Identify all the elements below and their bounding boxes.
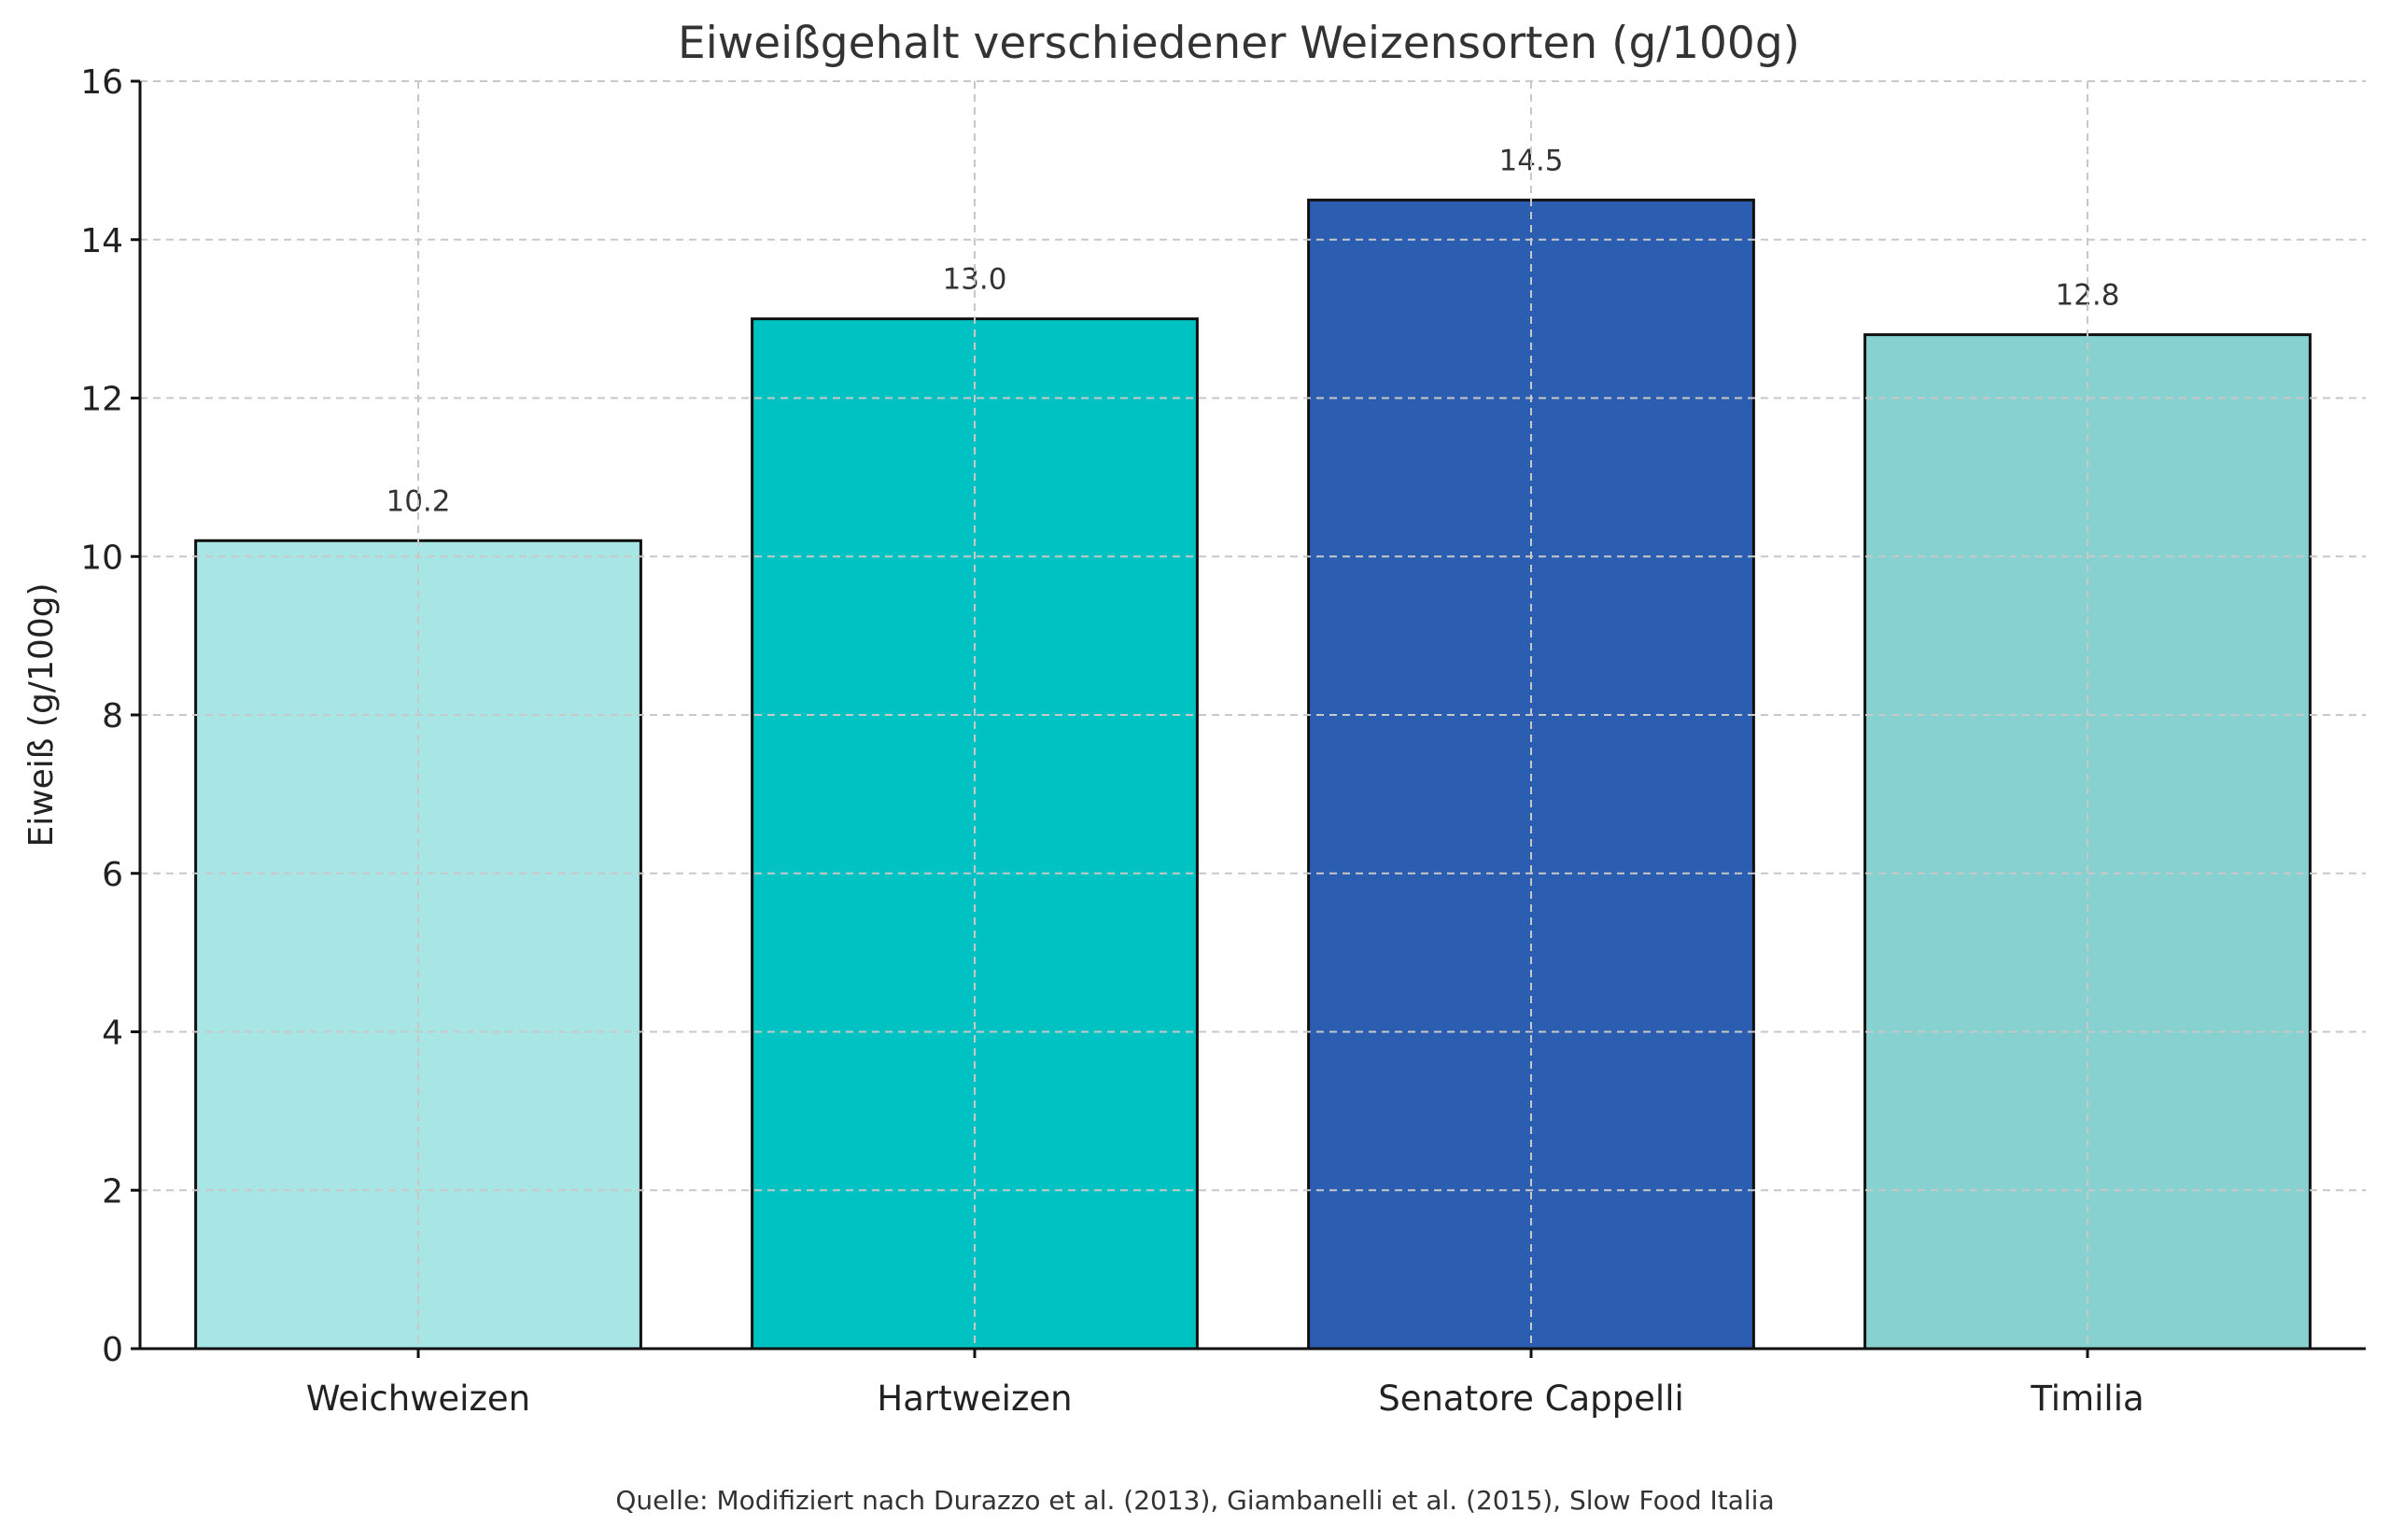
x-axis-ticks: Weichweizen Hartweizen Senatore Cappelli Ti… xyxy=(306,1349,2144,1419)
grid-lines xyxy=(140,80,2366,1349)
x-tick-label: Timilia xyxy=(2030,1379,2144,1419)
x-tick-label: Senatore Cappelli xyxy=(1378,1379,1684,1419)
y-tick-label: 2 xyxy=(102,1172,123,1211)
y-tick-label: 0 xyxy=(102,1331,123,1369)
x-tick-label: Hartweizen xyxy=(877,1379,1072,1419)
chart-title: Eiweißgehalt verschiedener Weizensorten … xyxy=(678,18,1800,69)
y-axis-label: Eiweiß (g/100g) xyxy=(22,582,61,847)
y-tick-label: 16 xyxy=(80,63,123,102)
y-tick-label: 14 xyxy=(80,222,123,260)
bars: 10.213.014.512.8 xyxy=(194,144,2312,1351)
x-tick-label: Weichweizen xyxy=(306,1379,530,1419)
y-tick-label: 4 xyxy=(102,1015,123,1053)
y-axis-ticks: 0 2 4 6 8 10 12 14 16 xyxy=(80,63,140,1369)
y-tick-label: 6 xyxy=(102,856,123,894)
y-tick-label: 10 xyxy=(80,539,123,577)
y-tick-label: 12 xyxy=(80,381,123,419)
source-note: Quelle: Modifiziert nach Durazzo et al. … xyxy=(615,1485,1774,1516)
y-tick-label: 8 xyxy=(102,697,123,735)
